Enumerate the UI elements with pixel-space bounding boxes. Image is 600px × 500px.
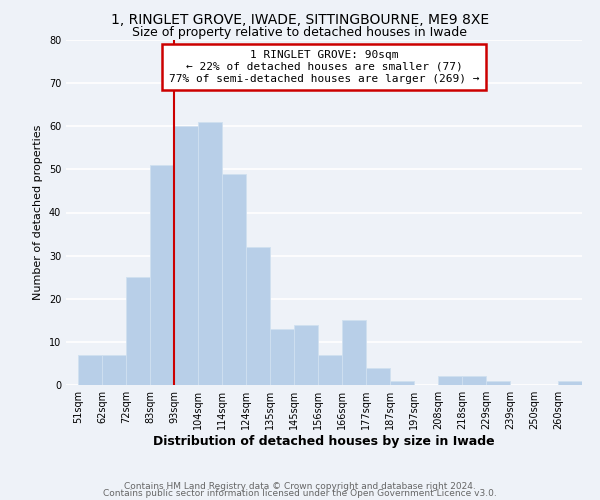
Text: Size of property relative to detached houses in Iwade: Size of property relative to detached ho… (133, 26, 467, 39)
Bar (486, 380, 510, 385)
Bar (246, 247, 270, 385)
Bar (270, 329, 294, 385)
Bar (198, 122, 222, 385)
Text: Contains HM Land Registry data © Crown copyright and database right 2024.: Contains HM Land Registry data © Crown c… (124, 482, 476, 491)
Bar (438, 376, 462, 385)
Bar (558, 380, 582, 385)
Bar (390, 380, 414, 385)
Bar (174, 126, 198, 385)
Bar (150, 165, 174, 385)
Bar (462, 376, 486, 385)
Bar (102, 355, 126, 385)
Bar (126, 277, 150, 385)
Bar (294, 324, 318, 385)
Bar (78, 355, 102, 385)
Text: 1 RINGLET GROVE: 90sqm
← 22% of detached houses are smaller (77)
77% of semi-det: 1 RINGLET GROVE: 90sqm ← 22% of detached… (169, 50, 479, 84)
X-axis label: Distribution of detached houses by size in Iwade: Distribution of detached houses by size … (153, 435, 495, 448)
Bar (366, 368, 390, 385)
Y-axis label: Number of detached properties: Number of detached properties (33, 125, 43, 300)
Bar (318, 355, 342, 385)
Text: 1, RINGLET GROVE, IWADE, SITTINGBOURNE, ME9 8XE: 1, RINGLET GROVE, IWADE, SITTINGBOURNE, … (111, 12, 489, 26)
Bar (222, 174, 246, 385)
Text: Contains public sector information licensed under the Open Government Licence v3: Contains public sector information licen… (103, 490, 497, 498)
Bar (342, 320, 366, 385)
